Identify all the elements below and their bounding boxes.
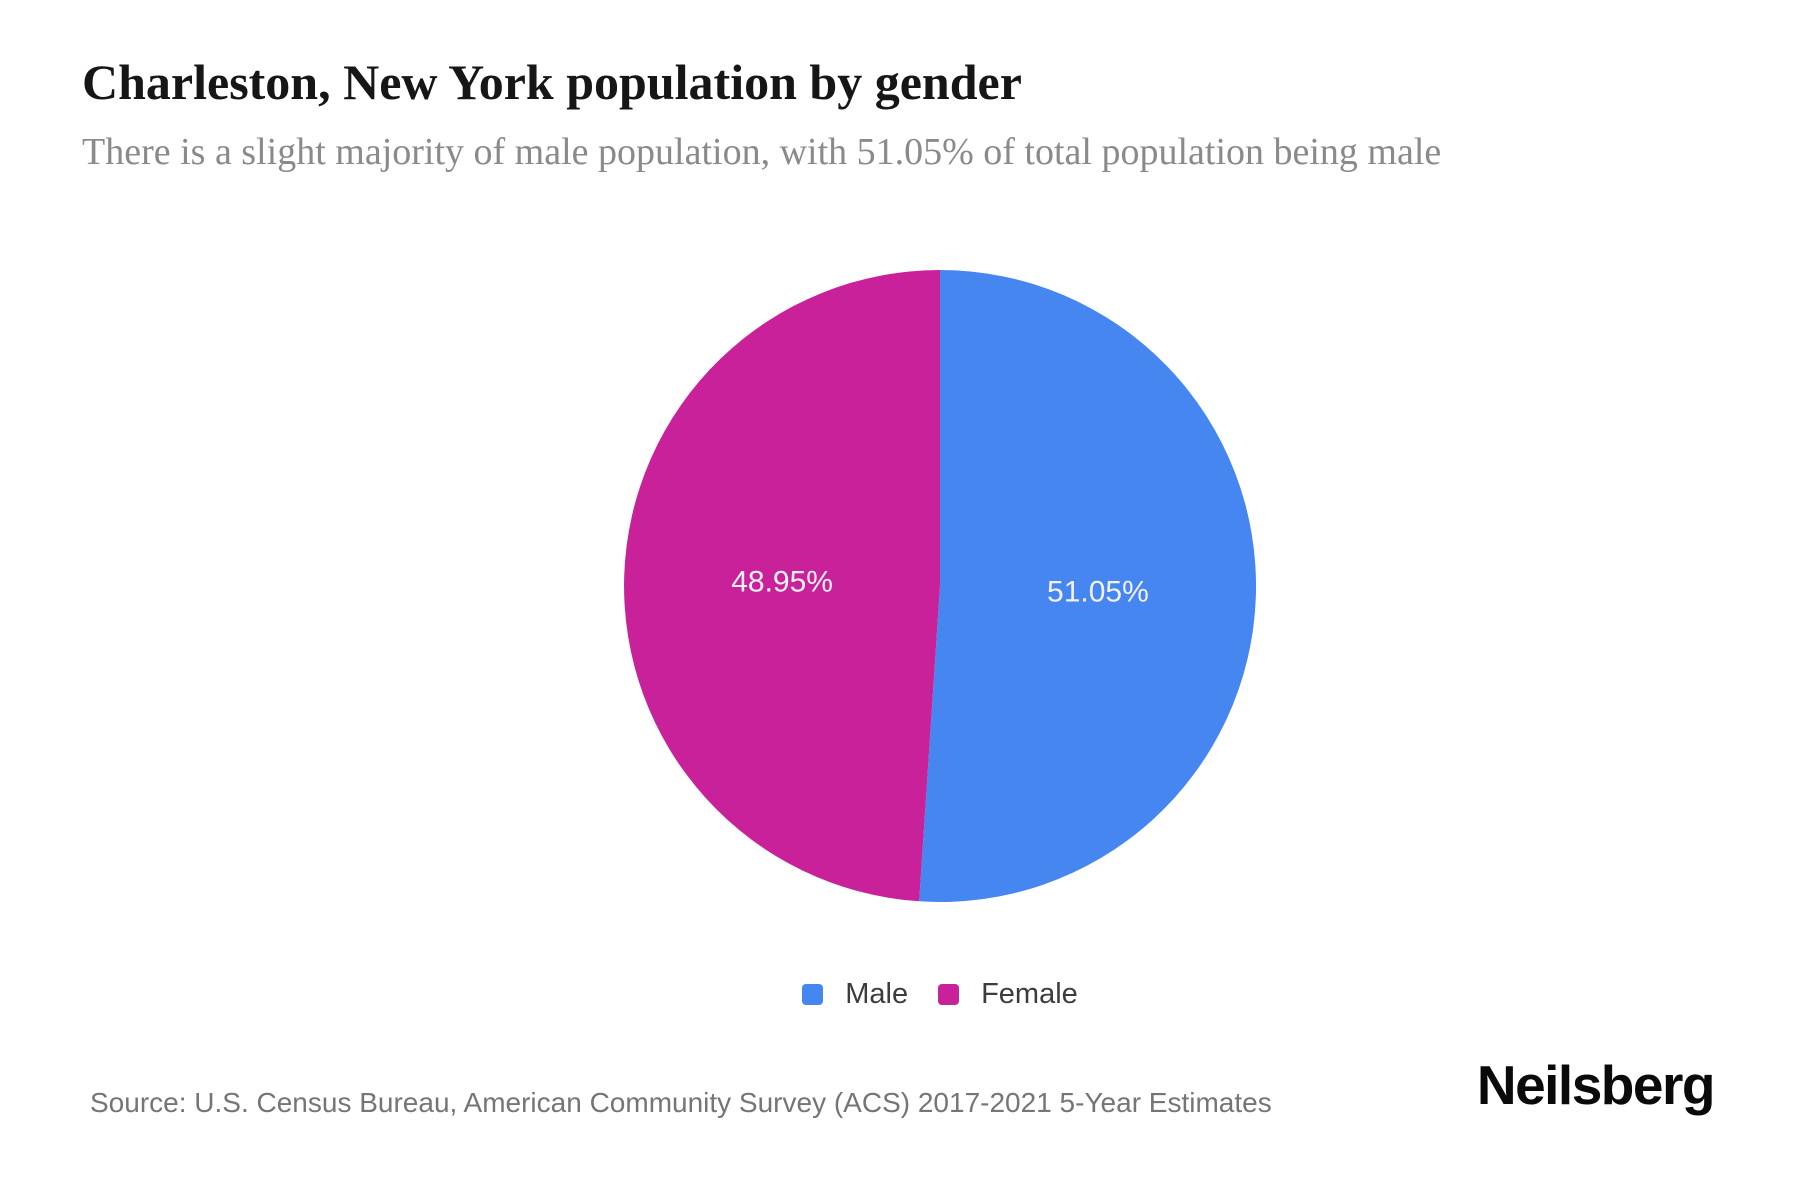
neilsberg-logo: Neilsberg (1476, 1054, 1716, 1116)
chart-subtitle: There is a slight majority of male popul… (82, 131, 1442, 173)
source-attribution: Source: U.S. Census Bureau, American Com… (90, 1087, 1272, 1118)
legend-swatch-male-icon (802, 984, 824, 1005)
legend-label-male: Male (845, 978, 909, 1010)
legend: Male Female (622, 980, 1258, 1009)
pie-slice-male (919, 270, 1257, 902)
pie-slice-label-male: 51.05% (1047, 576, 1149, 609)
legend-swatch-female-icon (938, 984, 960, 1005)
legend-item-female: Female (938, 980, 1078, 1009)
page-title: Charleston, New York population by gende… (82, 54, 1022, 110)
legend-item-male: Male (802, 980, 908, 1009)
pie-slice-female (624, 270, 940, 902)
pie-slice-label-female: 48.95% (731, 565, 833, 598)
legend-label-female: Female (981, 978, 1078, 1010)
pie-chart: 51.05% 48.95% (624, 270, 1257, 902)
